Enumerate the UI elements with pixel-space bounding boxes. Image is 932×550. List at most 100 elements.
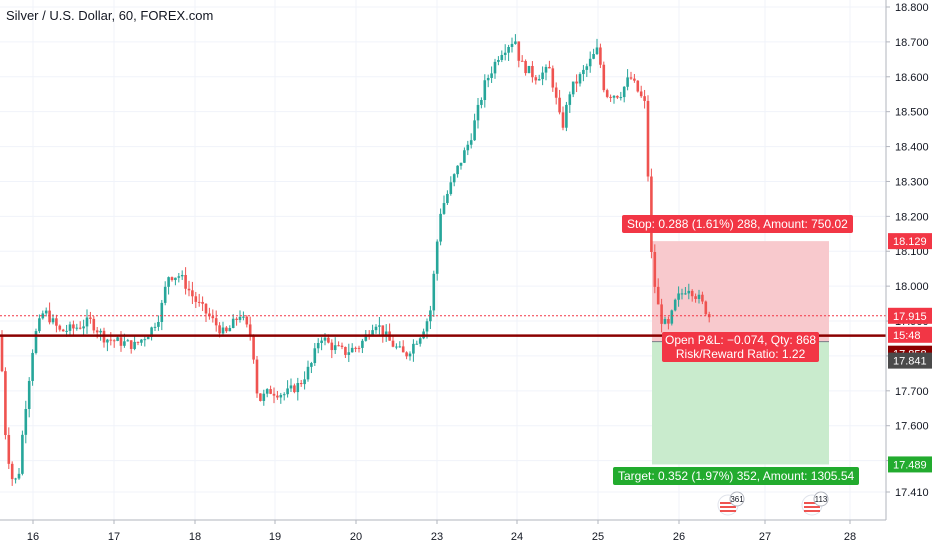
candle-body: [160, 302, 164, 322]
candle-body: [269, 389, 272, 394]
candle-body: [106, 339, 109, 343]
candle-body: [82, 326, 85, 329]
candle-body: [412, 343, 415, 354]
candle-body: [231, 318, 235, 328]
candle-body: [99, 330, 102, 333]
price-tag-label: 17.841: [893, 356, 927, 368]
candle-body: [493, 61, 497, 74]
price-tick-label: 18.100: [895, 246, 929, 258]
candle-body: [565, 104, 568, 128]
candle-body: [687, 290, 691, 294]
pnl-label[interactable]: Open P&L: −0.074, Qty: 868 Risk/Reward R…: [662, 332, 820, 362]
price-tick-label: 18.700: [895, 37, 929, 49]
candle-body: [228, 327, 232, 332]
candle-body: [568, 94, 572, 105]
price-tag: [888, 307, 932, 324]
candle-body: [143, 339, 147, 341]
candle-body: [459, 162, 463, 166]
candle-body: [180, 275, 184, 277]
candle-body: [85, 317, 89, 327]
candle-body: [191, 290, 194, 297]
candle-body: [133, 341, 136, 349]
price-tick-label: 18.600: [895, 72, 929, 84]
candle-body: [65, 330, 68, 332]
price-tick-label: 17.600: [895, 421, 929, 433]
candle-body: [34, 331, 38, 353]
price-tick-label: 18.400: [895, 142, 929, 154]
price-tag: [888, 233, 932, 250]
event-count-label: 113: [815, 495, 828, 504]
candle-body: [245, 316, 249, 325]
price-tick-label: 17.700: [895, 386, 929, 398]
candle-body: [170, 277, 174, 281]
candle-body: [174, 277, 177, 281]
candle-body: [401, 346, 405, 353]
flag-stripe: [804, 506, 820, 508]
candle-body: [582, 69, 585, 75]
candle-body: [140, 339, 143, 343]
candle-body: [0, 334, 4, 372]
candle-body: [89, 317, 92, 319]
flag-stripe: [804, 502, 820, 504]
candle-body: [619, 97, 623, 99]
flag-stripe: [804, 510, 820, 512]
candle-body: [204, 303, 208, 314]
candle-body: [575, 81, 578, 84]
candle-body: [109, 339, 113, 341]
stop-label[interactable]: Stop: 0.288 (1.61%) 288, Amount: 750.02: [622, 215, 853, 233]
candle-body: [704, 301, 708, 315]
candle-body: [225, 327, 228, 332]
candle-body: [323, 337, 327, 341]
candle-body: [660, 304, 663, 324]
candle-body: [208, 313, 211, 317]
candle-body: [255, 359, 259, 394]
candle-body: [146, 336, 150, 340]
price-tag: [888, 352, 932, 369]
candle-body: [626, 77, 629, 87]
target-label[interactable]: Target: 0.352 (1.97%) 352, Amount: 1305.…: [613, 467, 860, 485]
candle-body: [609, 96, 612, 98]
candle-body: [194, 296, 198, 302]
candle-body: [537, 79, 541, 81]
candle-body: [313, 348, 317, 364]
candle-body: [435, 241, 439, 274]
candle-body: [184, 275, 187, 289]
price-tag: [888, 326, 932, 343]
risk-reward-text: Risk/Reward Ratio: 1.22: [675, 347, 806, 361]
price-tag-label: 17.915: [893, 311, 927, 323]
candle-body: [656, 286, 660, 305]
candle-body: [68, 324, 72, 331]
candle-body: [14, 478, 17, 480]
time-tick-label: 23: [431, 531, 443, 543]
price-tag-label: 17.489: [893, 459, 927, 471]
candle-body: [405, 352, 408, 357]
time-tick-label: 17: [108, 531, 120, 543]
candle-body: [395, 346, 398, 348]
candle-body: [72, 324, 75, 329]
candle-body: [544, 66, 548, 73]
candle-body: [480, 99, 483, 105]
candle-body: [639, 91, 643, 97]
candle-body: [242, 316, 245, 318]
candle-body: [27, 380, 31, 409]
price-tick-label: 18.200: [895, 211, 929, 223]
candle-body: [197, 301, 201, 303]
candle-body: [612, 95, 616, 98]
candle-body: [354, 347, 357, 349]
candle-body: [452, 174, 456, 183]
candle-body: [463, 150, 466, 163]
candle-body: [10, 463, 14, 480]
candle-body: [531, 65, 534, 78]
candle-body: [327, 337, 330, 343]
candle-body: [289, 385, 293, 389]
time-tick-label: 28: [844, 531, 856, 543]
candle-body: [490, 73, 493, 78]
candle-body: [697, 294, 701, 299]
candle-body: [78, 327, 82, 329]
candle-body: [432, 273, 436, 311]
candle-body: [653, 251, 657, 287]
candle-body: [605, 90, 609, 97]
candle-body: [38, 318, 41, 332]
candle-body: [524, 61, 527, 74]
